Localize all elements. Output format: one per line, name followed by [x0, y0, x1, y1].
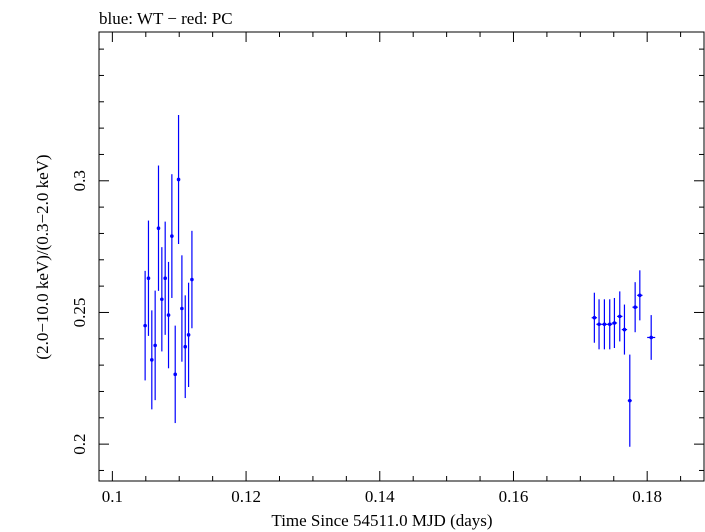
- point-marker: [163, 276, 167, 281]
- data-point: [621, 304, 628, 355]
- data-point: [146, 220, 151, 336]
- point-marker: [186, 333, 191, 337]
- data-point: [150, 310, 154, 410]
- data-point: [170, 174, 174, 298]
- data-point: [166, 261, 171, 369]
- data-point: [186, 282, 191, 387]
- point-marker: [180, 306, 184, 311]
- point-marker: [612, 321, 617, 325]
- point-marker: [617, 314, 622, 319]
- point-marker: [602, 322, 607, 327]
- data-point: [607, 299, 613, 350]
- point-marker: [166, 313, 171, 317]
- y-axis: 0.2 0.25 0.3: [70, 48, 704, 471]
- point-marker: [190, 277, 194, 282]
- point-marker: [170, 234, 174, 238]
- data-point: [160, 247, 164, 352]
- point-marker: [622, 327, 627, 332]
- y-tick-label: 0.2: [70, 434, 89, 455]
- point-marker: [150, 358, 154, 362]
- data-point: [591, 292, 598, 343]
- point-marker: [173, 372, 178, 377]
- x-tick-label: 0.18: [632, 487, 662, 506]
- x-axis-label: Time Since 54511.0 MJD (days): [271, 511, 492, 530]
- point-marker: [160, 297, 164, 302]
- data-point: [190, 230, 194, 329]
- point-marker: [649, 335, 653, 340]
- y-tick-label: 0.25: [70, 298, 89, 328]
- plot-frame: [98, 31, 705, 482]
- data-point: [153, 290, 157, 401]
- data-point: [143, 270, 147, 381]
- data-point: [163, 221, 167, 335]
- point-marker: [607, 322, 612, 327]
- point-marker: [146, 276, 151, 281]
- x-tick-label: 0.12: [231, 487, 261, 506]
- y-tick-label: 0.3: [70, 170, 89, 191]
- point-marker: [143, 323, 147, 328]
- x-axis: 0.1 0.12 0.14 0.16 0.18: [102, 32, 682, 506]
- data-point: [617, 291, 623, 342]
- data-point: [601, 299, 608, 350]
- data-point: [180, 255, 184, 362]
- data-point: [637, 270, 643, 321]
- data-point: [611, 297, 618, 349]
- x-tick-label: 0.14: [365, 487, 395, 506]
- point-marker: [153, 343, 157, 348]
- x-tick-label: 0.1: [102, 487, 123, 506]
- x-tick-label: 0.16: [499, 487, 529, 506]
- point-marker: [183, 344, 188, 349]
- data-point: [627, 354, 632, 447]
- data-point: [596, 299, 602, 350]
- point-marker: [592, 315, 597, 320]
- data-series: [143, 114, 656, 447]
- point-marker: [633, 305, 637, 309]
- point-marker: [176, 177, 181, 182]
- data-point: [173, 325, 178, 424]
- data-point: [632, 282, 638, 333]
- data-point: [176, 114, 181, 244]
- y-axis-label: (2.0−10.0 keV)/(0.3−2.0 keV): [33, 154, 52, 359]
- chart-title: blue: WT − red: PC: [99, 9, 233, 28]
- point-marker: [638, 293, 642, 298]
- data-point: [183, 295, 188, 399]
- point-marker: [597, 322, 601, 327]
- data-point: [156, 165, 161, 291]
- point-marker: [627, 398, 632, 403]
- point-marker: [156, 226, 161, 230]
- data-point: [647, 315, 656, 360]
